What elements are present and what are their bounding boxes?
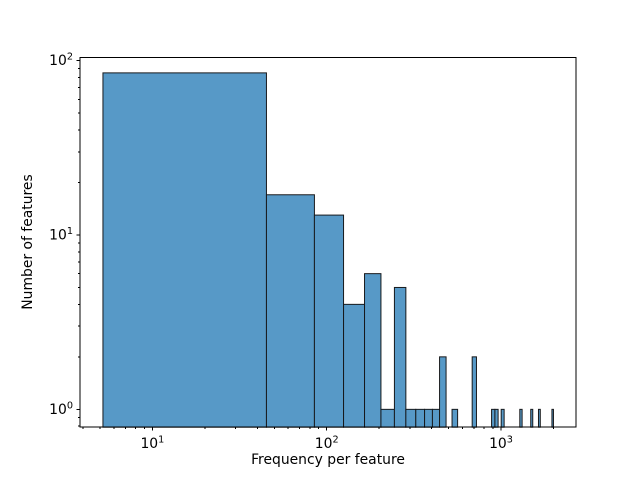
histogram-bar [551, 408, 554, 428]
histogram-bar [439, 356, 447, 428]
histogram-bar [494, 408, 499, 428]
histogram-bar [265, 194, 315, 428]
y-tick-label: 102 [49, 52, 73, 70]
histogram-bar [424, 408, 433, 428]
y-axis-label: Number of features [20, 174, 36, 310]
histogram-bar [500, 408, 505, 428]
x-axis-label: Frequency per feature [251, 452, 405, 468]
histogram-bar [313, 214, 345, 428]
histogram-bar [415, 408, 426, 428]
bars [102, 72, 554, 428]
plot-border [79, 57, 577, 428]
histogram-bar [343, 303, 366, 428]
x-tick-label: 102 [315, 435, 339, 453]
ticks [76, 60, 554, 431]
x-tick-label: 103 [489, 435, 513, 453]
x-tick-label: 101 [140, 435, 164, 453]
histogram-bar [451, 408, 459, 428]
histogram-bar [102, 72, 267, 428]
histogram-bar [530, 408, 534, 428]
histogram-bar [405, 408, 417, 428]
histogram-bar [471, 356, 477, 428]
histogram-bar [393, 286, 407, 428]
y-tick-label: 100 [49, 400, 73, 418]
histogram-bar [431, 408, 441, 428]
histogram-bar [537, 408, 541, 428]
y-tick-label: 101 [49, 226, 73, 244]
histogram-bar [519, 408, 523, 428]
histogram-bar [380, 408, 395, 428]
histogram-bar [364, 273, 382, 428]
